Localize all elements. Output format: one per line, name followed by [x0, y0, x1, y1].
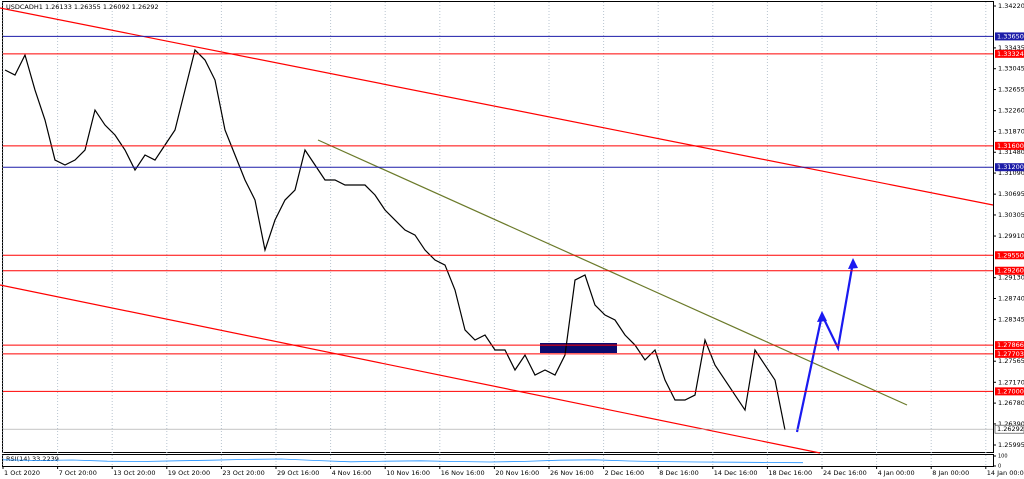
x-tick-label: 2 Dec 16:00 — [605, 469, 645, 477]
y-tick-label: 1.25995 — [998, 441, 1024, 449]
rsi-tick-label: 100 — [998, 454, 1008, 460]
rsi-tick-label: 0 — [998, 464, 1001, 470]
y-tick-label: 1.31090 — [998, 169, 1024, 177]
grid — [2, 2, 987, 466]
rsi-line — [2, 458, 804, 464]
y-tick-label: 1.28345 — [998, 316, 1024, 324]
y-tick-label: 1.33045 — [998, 65, 1024, 73]
level-label-box — [995, 49, 1024, 58]
current-price-label: 1.26292 — [997, 425, 1024, 433]
x-tick-label: 14 Dec 16:00 — [714, 469, 758, 477]
x-tick-label: 10 Nov 16:00 — [386, 469, 430, 477]
y-tick-label: 1.29910 — [998, 232, 1024, 240]
channel-bottom — [0, 284, 821, 454]
level-label: 1.33324 — [997, 50, 1024, 58]
level-label-box — [995, 387, 1024, 396]
x-tick-label: 8 Jan 00:00 — [932, 469, 969, 477]
zone-box — [540, 343, 617, 353]
x-tick-label: 18 Dec 16:00 — [768, 469, 812, 477]
y-tick-label: 1.28740 — [998, 294, 1024, 302]
x-tick-label: 19 Oct 20:00 — [168, 469, 210, 477]
level-label: 1.27703 — [997, 350, 1024, 358]
price-series — [4, 48, 786, 431]
rsi-frame — [2, 454, 994, 467]
level-label-box — [995, 251, 1024, 260]
x-tick-label: 4 Jan 00:00 — [878, 469, 915, 477]
y-tick-label: 1.31480 — [998, 148, 1024, 156]
level-label: 1.31200 — [997, 163, 1024, 171]
level-label-box — [995, 349, 1024, 358]
x-tick-label: 20 Nov 16:00 — [495, 469, 539, 477]
x-tick-label: 1 Oct 2020 — [4, 469, 40, 477]
x-tick-label: 8 Dec 16:00 — [659, 469, 699, 477]
y-tick-label: 1.32655 — [998, 86, 1024, 94]
y-tick-label: 1.32260 — [998, 107, 1024, 115]
trendline — [317, 139, 908, 406]
x-tick-label: 23 Oct 20:00 — [222, 469, 264, 477]
level-label: 1.29550 — [997, 251, 1024, 259]
channel-top — [0, 7, 994, 206]
x-tick-label: 14 Jan 00:00 — [987, 469, 1024, 477]
level-label-box — [995, 266, 1024, 275]
x-tick-label: 29 Oct 16:00 — [277, 469, 319, 477]
arrow-head — [817, 311, 827, 322]
level-label: 1.33650 — [997, 32, 1024, 40]
level-label: 1.27000 — [997, 387, 1024, 395]
x-tick-label: 13 Oct 20:00 — [113, 469, 155, 477]
y-tick-label: 1.30305 — [998, 211, 1024, 219]
y-tick-label: 1.27565 — [998, 357, 1024, 365]
x-tick-label: 16 Nov 16:00 — [441, 469, 485, 477]
level-label: 1.31600 — [997, 142, 1024, 150]
y-tick-label: 1.26390 — [998, 420, 1024, 428]
x-tick-label: 7 Oct 20:00 — [59, 469, 97, 477]
rsi-title: RSI(14) 33.2239 — [6, 455, 59, 463]
level-label-box — [995, 32, 1024, 41]
current-price-box — [994, 424, 1024, 434]
level-label: 1.27866 — [997, 341, 1024, 349]
price-line — [4, 48, 786, 431]
x-tick-label: 4 Nov 16:00 — [332, 469, 372, 477]
projection-arrow — [795, 261, 855, 433]
chart-title: USDCADH1 1.26133 1.26355 1.26092 1.26292 — [6, 3, 159, 11]
level-label-box — [995, 163, 1024, 172]
level-label-box — [995, 141, 1024, 150]
y-tick-label: 1.26780 — [998, 399, 1024, 407]
level-label: 1.29260 — [997, 267, 1024, 275]
x-tick-label: 24 Dec 16:00 — [823, 469, 867, 477]
y-tick-label: 1.27170 — [998, 378, 1024, 386]
y-tick-label: 1.30695 — [998, 190, 1024, 198]
y-tick-label: 1.34220 — [998, 2, 1024, 10]
arrow-head — [848, 258, 858, 269]
y-tick-label: 1.31870 — [998, 127, 1024, 135]
y-tick-label: 1.29130 — [998, 274, 1024, 282]
y-tick-label: 1.33435 — [998, 44, 1024, 52]
x-tick-label: 26 Nov 16:00 — [550, 469, 594, 477]
level-label-box — [995, 341, 1024, 350]
